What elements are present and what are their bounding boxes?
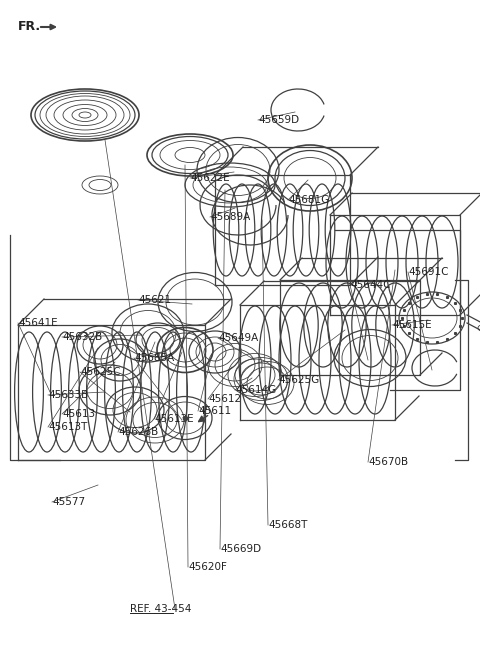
- Text: 45685A: 45685A: [134, 353, 174, 363]
- Text: 45612: 45612: [208, 394, 241, 404]
- Text: 45644C: 45644C: [350, 280, 391, 290]
- Text: 45681G: 45681G: [288, 195, 329, 205]
- Text: 45613T: 45613T: [48, 422, 87, 432]
- Text: 45641E: 45641E: [18, 318, 58, 328]
- Text: FR.: FR.: [18, 21, 41, 34]
- Text: 45691C: 45691C: [408, 267, 448, 277]
- Text: 45649A: 45649A: [218, 333, 258, 343]
- Text: 45620F: 45620F: [188, 562, 227, 572]
- Text: 45668T: 45668T: [268, 520, 307, 530]
- Text: 45689A: 45689A: [210, 212, 250, 222]
- Text: 45613E: 45613E: [154, 414, 193, 424]
- Text: 45622E: 45622E: [190, 173, 229, 183]
- Text: 45633B: 45633B: [48, 390, 88, 400]
- Text: 45659D: 45659D: [258, 115, 299, 125]
- Text: 45621: 45621: [138, 295, 171, 305]
- Text: 45615E: 45615E: [392, 320, 432, 330]
- Text: 45611: 45611: [198, 406, 231, 416]
- Text: REF. 43-454: REF. 43-454: [130, 604, 192, 614]
- Text: 45613: 45613: [62, 409, 95, 419]
- Text: 45625G: 45625G: [278, 375, 319, 385]
- Text: 45577: 45577: [52, 497, 85, 507]
- Text: 45670B: 45670B: [368, 457, 408, 467]
- Text: 45632B: 45632B: [62, 332, 102, 342]
- Text: 45614G: 45614G: [235, 385, 276, 395]
- Text: 45625C: 45625C: [80, 367, 120, 377]
- Text: 45669D: 45669D: [220, 544, 261, 554]
- Text: 45626B: 45626B: [118, 427, 158, 437]
